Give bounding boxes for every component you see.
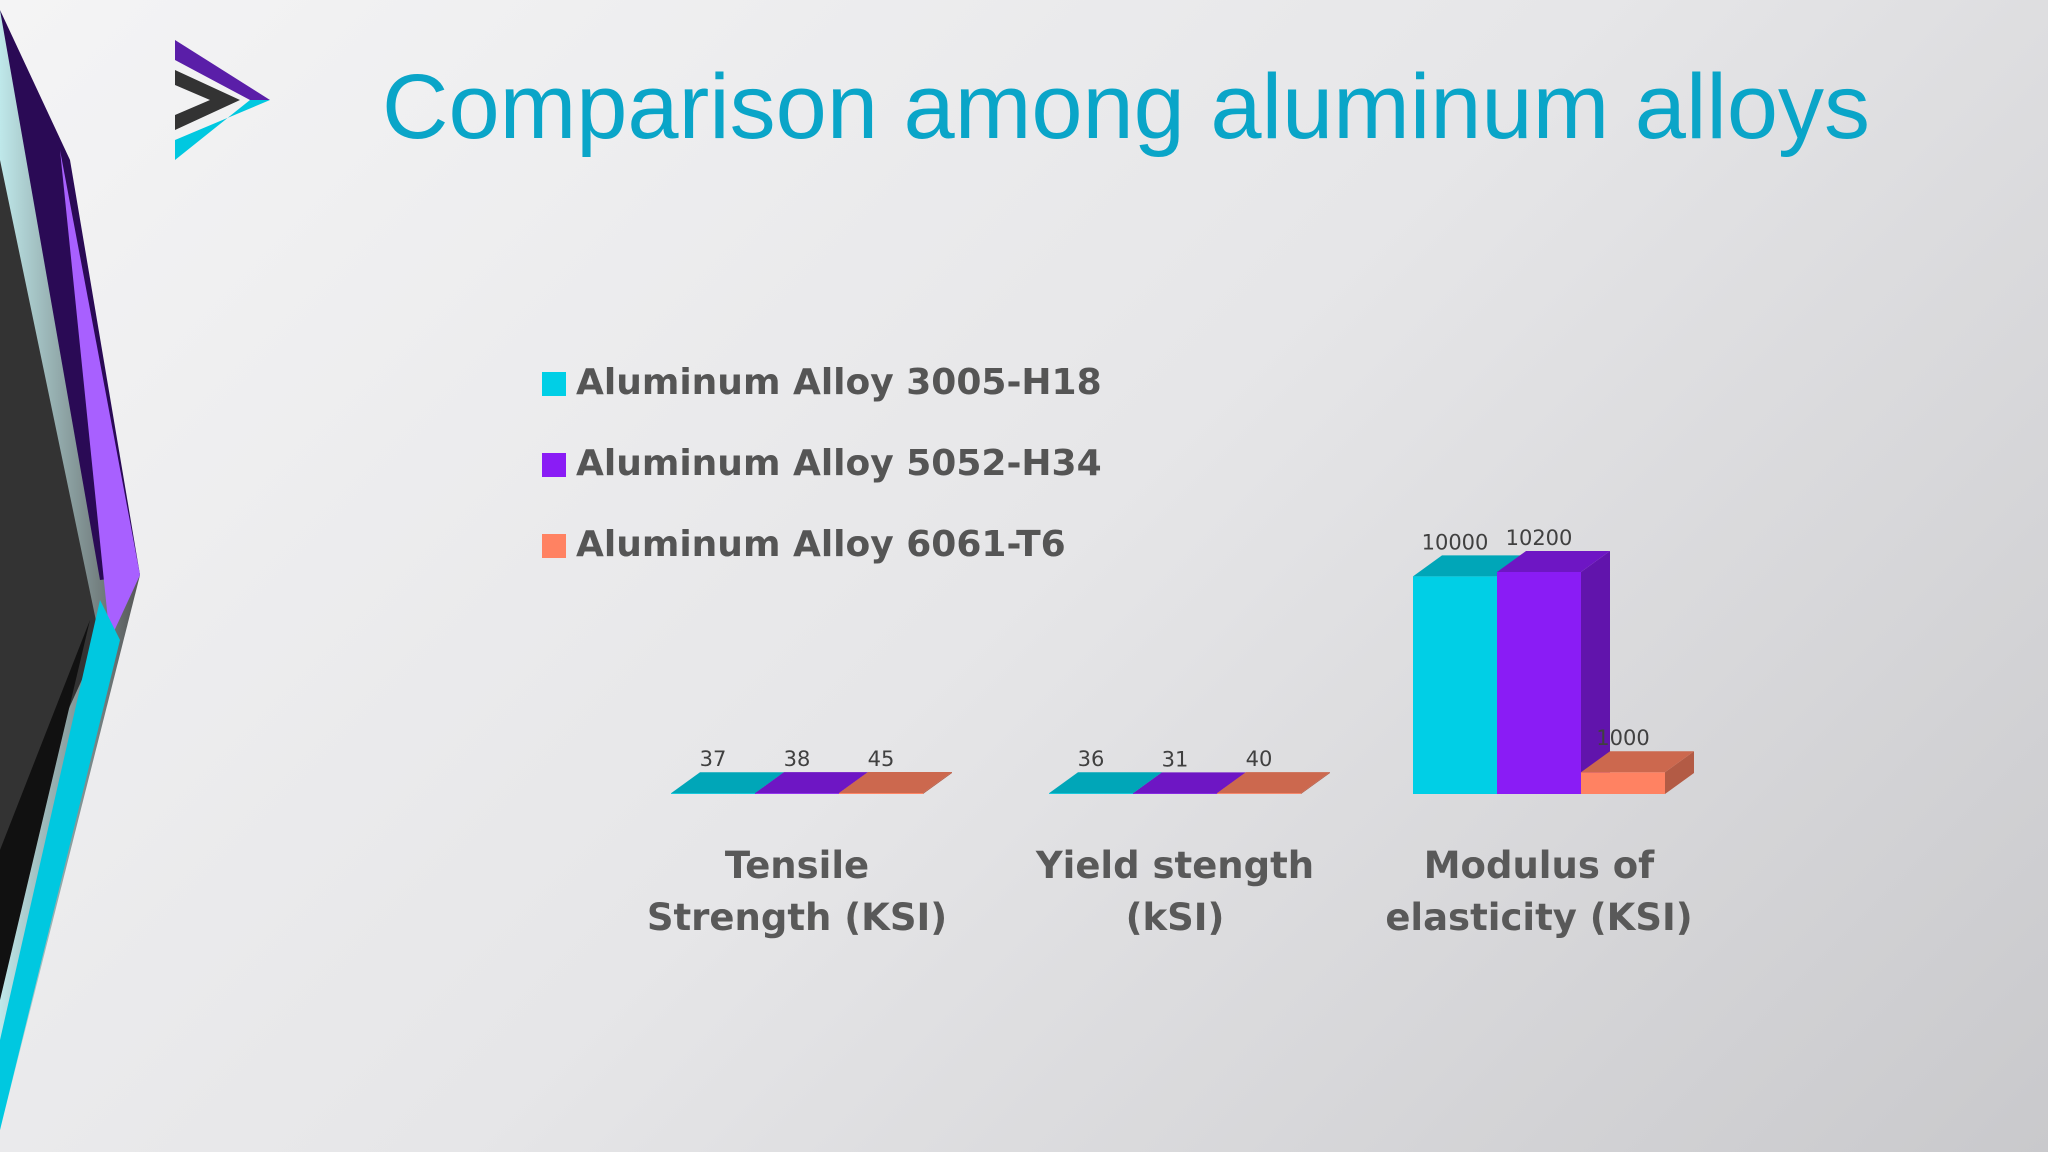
x-tick-label: Tensile Strength (KSI) — [646, 844, 948, 939]
bar — [1217, 793, 1301, 794]
bar-top — [1217, 772, 1330, 794]
bar-top — [1133, 772, 1246, 794]
data-label: 38 — [784, 747, 811, 771]
bar — [755, 793, 839, 794]
legend-label: Aluminum Alloy 5052-H34 — [576, 443, 1102, 484]
data-label: 36 — [1078, 747, 1105, 771]
bar-top — [755, 772, 868, 794]
bar-top — [1413, 555, 1526, 577]
data-label: 10000 — [1422, 530, 1489, 554]
legend-swatch — [542, 372, 566, 396]
legend-swatch — [542, 453, 566, 477]
legend-swatch — [542, 534, 566, 558]
data-label: 10200 — [1506, 526, 1573, 550]
title-icon — [175, 40, 270, 160]
bar — [671, 793, 755, 794]
bar-side — [1301, 772, 1330, 794]
bar-top — [1049, 772, 1162, 794]
bar-side — [1581, 551, 1610, 794]
legend-label: Aluminum Alloy 3005-H18 — [576, 362, 1102, 403]
bar-top — [839, 772, 952, 794]
x-tick-label: Yield stength (kSI) — [1035, 844, 1315, 939]
data-label: 37 — [700, 747, 727, 771]
bar — [1497, 572, 1581, 794]
bar-side — [923, 772, 952, 794]
bar-top — [671, 772, 784, 794]
bar — [1133, 793, 1217, 794]
data-label: 31 — [1162, 747, 1189, 771]
chart-title: Comparison among aluminum alloys — [382, 56, 1870, 158]
bar-side — [1665, 751, 1694, 794]
bar — [839, 793, 923, 794]
bar-top — [1497, 551, 1610, 572]
legend-label: Aluminum Alloy 6061-T6 — [576, 524, 1066, 565]
side-decoration — [0, 10, 140, 1130]
bar — [1413, 576, 1497, 794]
bar — [1049, 793, 1133, 794]
data-label: 40 — [1246, 747, 1273, 771]
bar-top — [1581, 751, 1694, 773]
bar — [1581, 772, 1665, 794]
data-label: 45 — [868, 747, 895, 771]
data-label: 1000 — [1596, 726, 1649, 750]
x-tick-label: Modulus of elasticity (KSI) — [1385, 844, 1693, 939]
